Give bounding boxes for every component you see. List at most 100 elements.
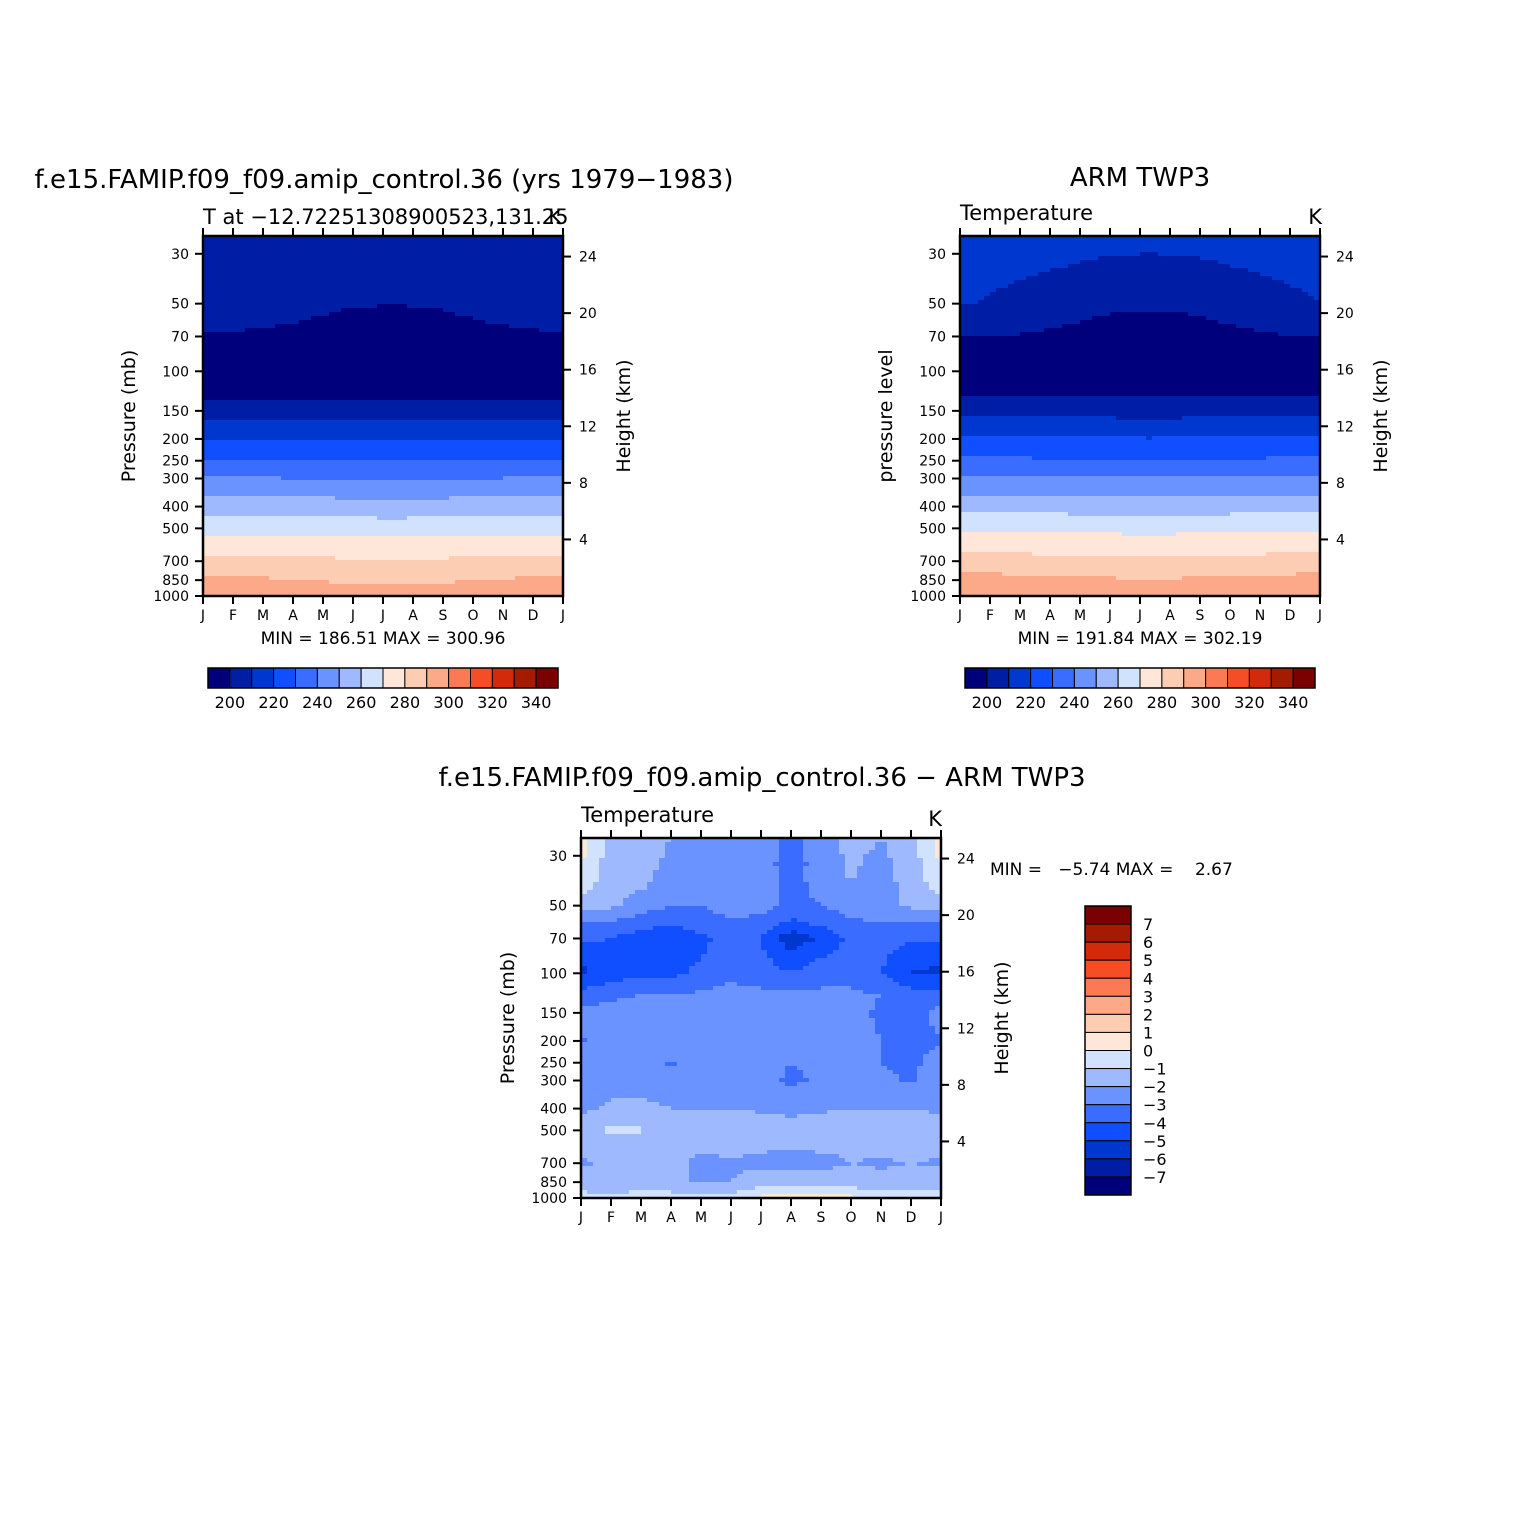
model-cell (335, 564, 342, 569)
model-cell (329, 280, 336, 285)
model-cell (527, 408, 534, 413)
model-cell (545, 316, 552, 321)
model-cell (257, 488, 264, 493)
model-cell (491, 492, 498, 497)
model-cell (233, 388, 240, 393)
model-cell (431, 312, 438, 317)
model-cell (359, 396, 366, 401)
model-cell (461, 476, 468, 481)
model-cell (275, 488, 282, 493)
model-cell (341, 312, 348, 317)
model-cell (497, 452, 504, 457)
model-cell (281, 552, 288, 557)
model-cell (227, 440, 234, 445)
model-cell (509, 436, 516, 441)
model-cell (239, 412, 246, 417)
model-cell (233, 460, 240, 465)
model-cell (461, 300, 468, 305)
model-cell (497, 412, 504, 417)
model-cell (551, 236, 558, 241)
model-cell (521, 384, 528, 389)
model-cell (407, 324, 414, 329)
model-cell (353, 488, 360, 493)
model-cell (299, 240, 306, 245)
model-cell (377, 500, 384, 505)
model-cell (521, 556, 528, 561)
model-cell (425, 508, 432, 513)
model-cell (263, 252, 270, 257)
model-cell (347, 496, 354, 501)
model-cell (551, 324, 558, 329)
model-cell (515, 324, 522, 329)
model-cell (269, 240, 276, 245)
model-cell (377, 288, 384, 293)
model-cell (491, 464, 498, 469)
model-cell (269, 364, 276, 369)
model-cell (215, 308, 222, 313)
model-cell (383, 260, 390, 265)
model-cell (401, 372, 408, 377)
model-cell (371, 508, 378, 513)
model-cell (401, 288, 408, 293)
model-cell (275, 236, 282, 241)
model-cell (503, 368, 510, 373)
model-cell (509, 308, 516, 313)
model-cell (407, 352, 414, 357)
model-cell (449, 556, 456, 561)
model-cell (245, 312, 252, 317)
model-cell (329, 564, 336, 569)
model-cell (209, 528, 216, 533)
model-cell (503, 532, 510, 537)
model-cell (515, 264, 522, 269)
model-cell (293, 408, 300, 413)
model-cell (335, 532, 342, 537)
model-cell (407, 292, 414, 297)
model-cell (269, 476, 276, 481)
model-cell (305, 288, 312, 293)
model-cell (329, 408, 336, 413)
model-cell (521, 524, 528, 529)
model-cell (437, 260, 444, 265)
model-cell (329, 448, 336, 453)
model-cell (365, 252, 372, 257)
model-cell (461, 288, 468, 293)
model-cell (545, 352, 552, 357)
model-cell (461, 396, 468, 401)
model-cell (311, 240, 318, 245)
model-cell (347, 276, 354, 281)
model-cell (377, 376, 384, 381)
model-cell (251, 360, 258, 365)
model-cell (551, 392, 558, 397)
model-cell (503, 336, 510, 341)
model-cell (437, 456, 444, 461)
model-cell (491, 476, 498, 481)
model-cell (263, 464, 270, 469)
model-cell (221, 360, 228, 365)
model-cell (419, 416, 426, 421)
model-cell (407, 492, 414, 497)
model-cell (317, 268, 324, 273)
model-cell (527, 324, 534, 329)
model-cell (239, 528, 246, 533)
model-cell (287, 476, 294, 481)
model-cell (215, 472, 222, 477)
model-cell (365, 516, 372, 521)
model-cell (419, 432, 426, 437)
model-cell (449, 292, 456, 297)
model-cell (311, 300, 318, 305)
model-cell (203, 272, 210, 277)
model-cell (353, 548, 360, 553)
model-cell (539, 320, 546, 325)
model-cell (431, 520, 438, 525)
model-cell (311, 244, 318, 249)
model-cell (311, 332, 318, 337)
model-cell (227, 296, 234, 301)
model-cell (509, 404, 516, 409)
model-cell (245, 244, 252, 249)
model-cell (347, 304, 354, 309)
model-cell (497, 516, 504, 521)
model-cell (485, 408, 492, 413)
model-cell (449, 392, 456, 397)
model-cell (491, 544, 498, 549)
model-cell (437, 556, 444, 561)
